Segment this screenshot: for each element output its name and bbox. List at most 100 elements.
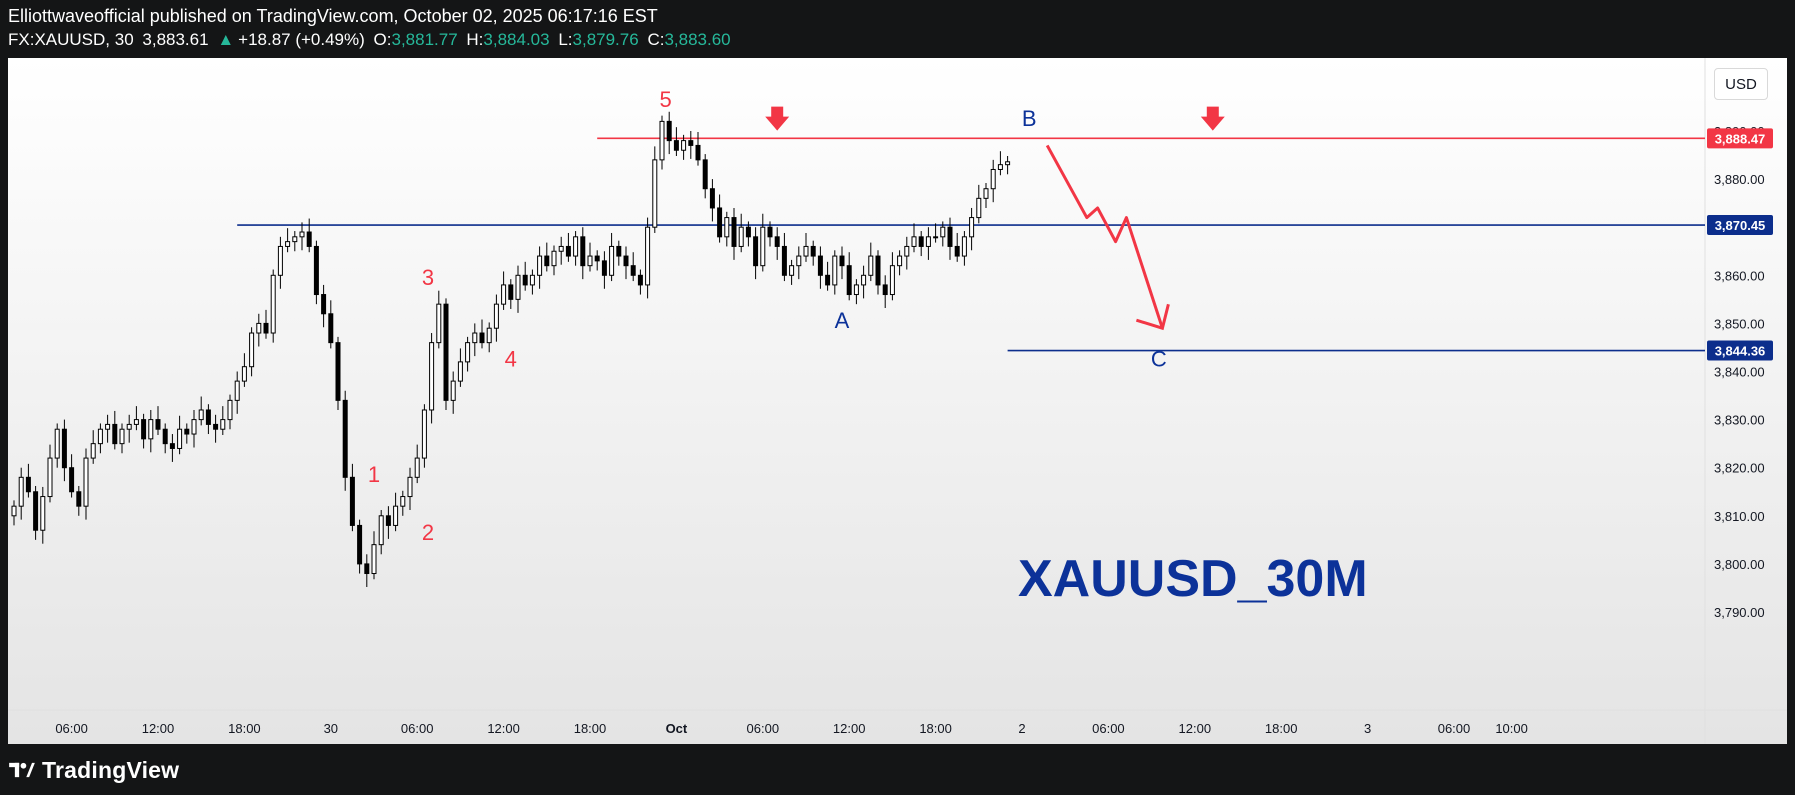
candle-body — [609, 245, 615, 276]
time-axis-labels: 06:00 12:00 18:00 30 06:00 12:00 18:00 Oct 06:00… — [55, 721, 1528, 736]
price-change: +18.87 (+0.49%) — [238, 30, 365, 49]
candle-body — [623, 255, 629, 267]
candle-body — [25, 476, 31, 493]
candle-body — [673, 140, 679, 151]
time-tick-label: 06:00 — [1438, 721, 1471, 736]
published-line: Elliottwaveofficial published on Trading… — [8, 6, 658, 26]
candle-body — [796, 255, 802, 267]
close-value: 3,883.60 — [664, 30, 731, 49]
time-tick-label: 18:00 — [919, 721, 952, 736]
candle-body — [227, 399, 233, 421]
candle-body — [148, 419, 154, 440]
candle-body — [666, 120, 672, 142]
candle-body — [90, 443, 96, 459]
candle-body — [832, 255, 838, 286]
time-tick-label: 12:00 — [142, 721, 175, 736]
candle-body — [83, 457, 89, 507]
high-value: 3,884.03 — [483, 30, 550, 49]
candle-body — [594, 255, 600, 262]
projection-line — [1045, 144, 1164, 329]
candle-body — [479, 332, 485, 344]
candle-body — [868, 255, 874, 276]
up-arrow-icon: ▲ — [217, 30, 235, 49]
price-badge — [1707, 340, 1773, 361]
wave-label: A — [835, 308, 850, 333]
candle-body — [241, 366, 247, 382]
candle-body — [105, 423, 111, 430]
candle-body — [580, 236, 586, 267]
candle-body — [429, 342, 435, 411]
candles — [11, 111, 1011, 587]
symbol-label[interactable]: FX:XAUUSD, 30 — [8, 30, 134, 49]
price-badge — [1707, 215, 1773, 236]
time-tick-label: 12:00 — [487, 721, 520, 736]
down-arrows — [765, 106, 1225, 131]
candle-body — [177, 428, 183, 449]
candle-body — [961, 236, 967, 257]
wave-label: 2 — [422, 520, 434, 545]
price-tick-label: 3,830.00 — [1714, 413, 1765, 428]
candle-body — [565, 245, 571, 257]
candle-body — [198, 409, 204, 421]
price-tick-label: 3,850.00 — [1714, 316, 1765, 331]
candle-body — [767, 226, 773, 238]
currency-button[interactable]: USD — [1714, 68, 1768, 100]
candle-body — [760, 226, 766, 267]
chart-panel[interactable]: 3,790.00 3,800.00 3,810.00 3,820.00 3,830.00… — [8, 58, 1787, 744]
price-tick-label: 3,810.00 — [1714, 509, 1765, 524]
time-tick-label: 18:00 — [1265, 721, 1298, 736]
candle-body — [414, 457, 420, 478]
candle-body — [263, 322, 269, 334]
candle-body — [983, 188, 989, 199]
candle-body — [724, 217, 730, 238]
candle-body — [853, 284, 859, 296]
candle-body — [393, 505, 399, 526]
candle-body — [709, 188, 715, 209]
candle-body — [270, 274, 276, 334]
candle-body — [126, 423, 132, 430]
price-tick-label: 3,860.00 — [1714, 268, 1765, 283]
candle-body — [385, 515, 391, 526]
candle-body — [40, 496, 46, 531]
candle-body — [781, 245, 787, 276]
candle-body — [659, 120, 665, 161]
candle-body — [342, 399, 348, 478]
candle-body — [436, 303, 442, 344]
candle-body — [652, 159, 658, 228]
candle-body — [1005, 161, 1011, 166]
candle-body — [328, 313, 334, 344]
candle-body — [18, 476, 24, 507]
candle-body — [357, 524, 363, 565]
candle-body — [54, 428, 60, 459]
price-badge-label: 3,870.45 — [1715, 218, 1766, 233]
candle-body — [76, 491, 82, 507]
candle-body — [306, 231, 312, 247]
candle-body — [97, 428, 103, 445]
candle-body — [976, 197, 982, 219]
candle-body — [717, 207, 723, 238]
candle-body — [321, 294, 327, 315]
candle-body — [911, 236, 917, 247]
wave-label: B — [1022, 106, 1037, 131]
candle-body — [371, 544, 377, 575]
candle-body — [133, 419, 139, 425]
candle-body — [630, 265, 636, 276]
wave-label: C — [1151, 347, 1167, 372]
wave-label: 1 — [368, 462, 380, 487]
candle-body — [882, 284, 888, 296]
candle-body — [918, 236, 924, 247]
candle-body — [522, 274, 528, 286]
price-tick-label: 3,800.00 — [1714, 557, 1765, 572]
candle-body — [364, 563, 370, 575]
candle-body — [601, 260, 607, 276]
open-value: 3,881.77 — [391, 30, 458, 49]
candle-body — [47, 457, 53, 498]
price-tick-label: 3,840.00 — [1714, 365, 1765, 380]
price-chart[interactable]: 3,790.00 3,800.00 3,810.00 3,820.00 3,830.00… — [8, 58, 1787, 744]
chart-background — [8, 58, 1787, 744]
candle-body — [292, 236, 298, 243]
candle-body — [803, 245, 809, 257]
candle-body — [486, 327, 492, 344]
footer-brand: TradingView — [42, 756, 180, 783]
candle-body — [285, 241, 291, 247]
